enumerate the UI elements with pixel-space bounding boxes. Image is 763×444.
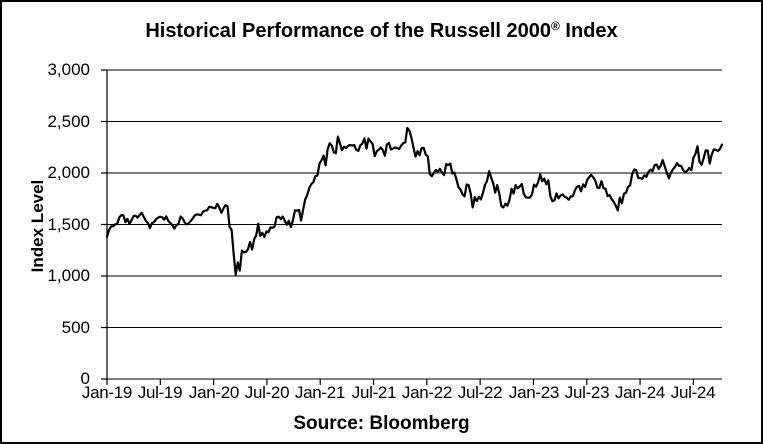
chart-title-suffix: Index [559, 20, 618, 42]
y-tick-label: 2,000 [47, 163, 90, 182]
y-tick-label: 500 [61, 318, 90, 337]
source-caption: Source: Bloomberg [293, 413, 470, 434]
x-tick-label: Jan-21 [294, 383, 346, 402]
y-tick-label: 3,000 [47, 60, 90, 79]
x-tick-label: Jan-22 [401, 383, 453, 402]
x-tick-label: Jan-19 [81, 383, 133, 402]
x-tick-label: Jul-23 [564, 383, 610, 402]
x-tick-label: Jul-20 [244, 383, 290, 402]
x-tick-label: Jul-21 [351, 383, 397, 402]
x-tick-label: Jan-20 [188, 383, 240, 402]
chart-title-text: Historical Performance of the Russell 20… [145, 20, 552, 42]
x-tick-label: Jul-22 [457, 383, 503, 402]
y-tick-label: 1,500 [47, 215, 90, 234]
x-tick-label: Jul-24 [670, 383, 716, 402]
x-tick-label: Jan-24 [614, 383, 666, 402]
x-tick-label: Jan-23 [508, 383, 560, 402]
y-tick-label: 2,500 [47, 112, 90, 131]
x-tick-label: Jul-19 [137, 383, 183, 402]
y-tick-label: 0 [80, 369, 90, 388]
series-line [105, 126, 724, 276]
chart-title: Historical Performance of the Russell 20… [2, 19, 761, 43]
registered-trademark-symbol: ® [551, 19, 560, 33]
y-tick-label: 1,000 [47, 266, 90, 285]
